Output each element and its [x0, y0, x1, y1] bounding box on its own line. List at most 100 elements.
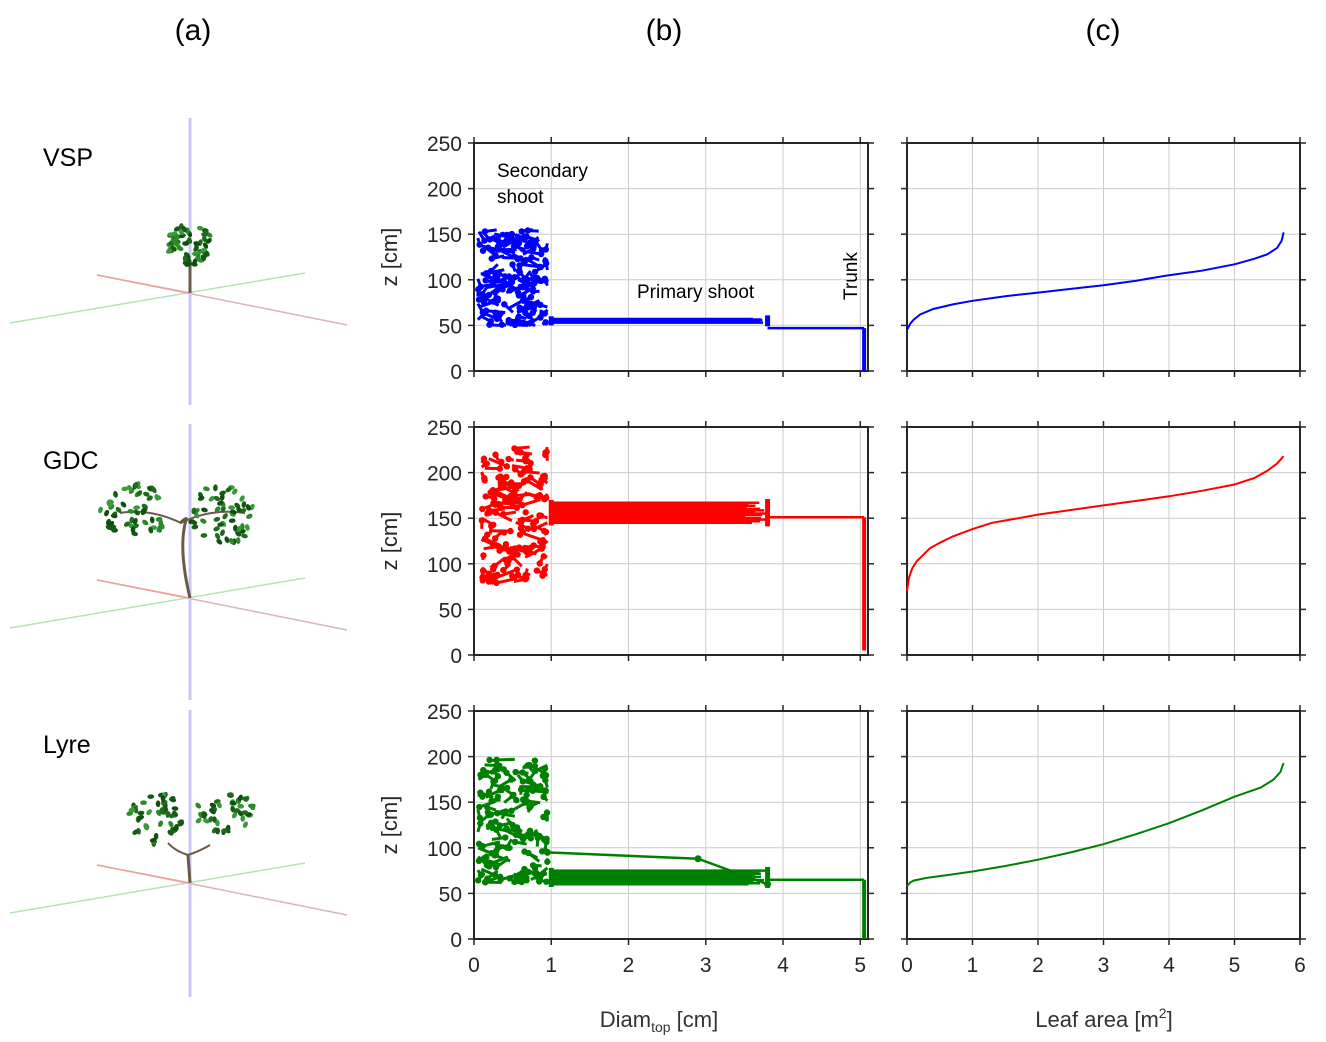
y-tick-label: 100	[427, 554, 462, 577]
secondary-shoot-point	[541, 495, 548, 503]
secondary-shoot-point	[492, 818, 499, 825]
x-tick-label: 3	[1098, 954, 1110, 977]
secondary-shoot-point	[491, 535, 499, 542]
plot-frame	[473, 142, 869, 372]
leaf	[241, 533, 248, 539]
secondary-shoot-point	[514, 255, 521, 263]
secondary-shoot-point	[509, 261, 516, 268]
leaf	[133, 505, 141, 510]
secondary-shoot-point	[531, 757, 539, 764]
leaf	[244, 524, 250, 531]
x-tick-label: 3	[700, 954, 712, 977]
secondary-shoot-segment	[497, 568, 518, 579]
leaf	[201, 232, 208, 237]
leaf	[190, 520, 198, 525]
secondary-shoot-point	[529, 862, 537, 869]
secondary-shoot-point	[538, 247, 546, 254]
secondary-shoot-point	[519, 796, 527, 803]
secondary-shoot-point	[521, 282, 529, 290]
secondary-shoot-point	[536, 263, 543, 271]
ground-axis	[9, 577, 306, 629]
secondary-shoot-point	[493, 315, 501, 323]
secondary-shoot-point	[543, 878, 550, 885]
leaf	[241, 796, 249, 801]
leaf	[240, 508, 247, 514]
secondary-shoot-point	[541, 472, 548, 480]
leaf	[201, 811, 208, 817]
x-tick-label: 5	[1229, 954, 1241, 977]
leaf	[195, 817, 202, 824]
leaf	[98, 506, 103, 514]
leaf-area-line-gdc	[906, 455, 1285, 592]
leaf	[234, 502, 241, 509]
leaf	[203, 486, 210, 492]
secondary-shoot-point	[518, 518, 525, 526]
secondary-shoot-point	[508, 479, 515, 486]
c-xlabel: Leaf area [m2]	[1035, 1005, 1172, 1032]
panel-label-a: (a)	[175, 14, 212, 47]
leaf	[216, 538, 223, 545]
secondary-shoot-point	[482, 771, 489, 779]
secondary-shoot-point	[513, 796, 520, 804]
y-axis-label: z [cm]	[377, 512, 402, 571]
secondary-shoot-point	[502, 497, 509, 504]
secondary-shoot-point	[502, 541, 510, 548]
upper-branch-point	[543, 848, 551, 856]
leaf	[246, 513, 253, 519]
leaf	[154, 494, 160, 501]
leaf	[215, 827, 221, 835]
leaf	[209, 808, 216, 815]
ground-axis	[9, 862, 306, 914]
secondary-shoot-point	[530, 242, 537, 249]
leaf	[226, 792, 234, 797]
leaf	[172, 810, 178, 817]
secondary-shoot-point	[528, 254, 535, 261]
secondary-shoot-point	[515, 267, 523, 275]
x-tick-label: 4	[777, 954, 789, 977]
y-tick-label: 50	[439, 599, 462, 622]
leaf	[216, 801, 222, 809]
secondary-shoot-point	[508, 234, 515, 241]
secondary-shoot-point	[508, 278, 516, 286]
leaf	[230, 509, 237, 515]
leaf	[235, 531, 242, 537]
leaf	[200, 518, 207, 524]
secondary-shoot-point	[522, 256, 530, 264]
leaf	[171, 806, 179, 811]
leaf	[142, 519, 149, 526]
secondary-shoot-point	[486, 321, 493, 328]
leaf	[177, 821, 185, 827]
secondary-shoot-point	[538, 848, 546, 855]
leaf	[231, 812, 238, 819]
ground-axis	[96, 864, 191, 884]
leaf	[173, 239, 179, 247]
y-tick-label: 150	[427, 792, 462, 815]
secondary-shoot-point	[527, 293, 535, 301]
secondary-shoot-point	[485, 578, 493, 585]
leaf	[159, 807, 165, 814]
panel-b-gdc: 0 50 100 150 200 250 z [cm]	[377, 417, 874, 668]
leaf	[242, 821, 248, 828]
tree-trunk	[186, 854, 192, 884]
leaf	[136, 815, 142, 823]
leaf	[183, 252, 191, 258]
secondary-shoot-point	[524, 276, 532, 284]
x-tick-label: 2	[1032, 954, 1044, 977]
secondary-shoot-point	[475, 286, 482, 293]
secondary-shoot-point	[495, 246, 503, 253]
secondary-shoot-point	[490, 281, 497, 288]
secondary-shoot-point	[510, 243, 518, 250]
secondary-shoot-point	[540, 793, 547, 801]
leaf	[167, 232, 175, 237]
secondary-shoot-point	[480, 552, 487, 559]
leaf	[127, 509, 135, 514]
secondary-shoot-point	[516, 304, 523, 311]
tree-render-vsp	[9, 118, 348, 405]
x-tick-label: 6	[1294, 954, 1306, 977]
leaf	[158, 820, 164, 827]
secondary-shoot-point	[520, 468, 527, 476]
leaf	[235, 537, 241, 545]
x-tick-label: 0	[901, 954, 913, 977]
